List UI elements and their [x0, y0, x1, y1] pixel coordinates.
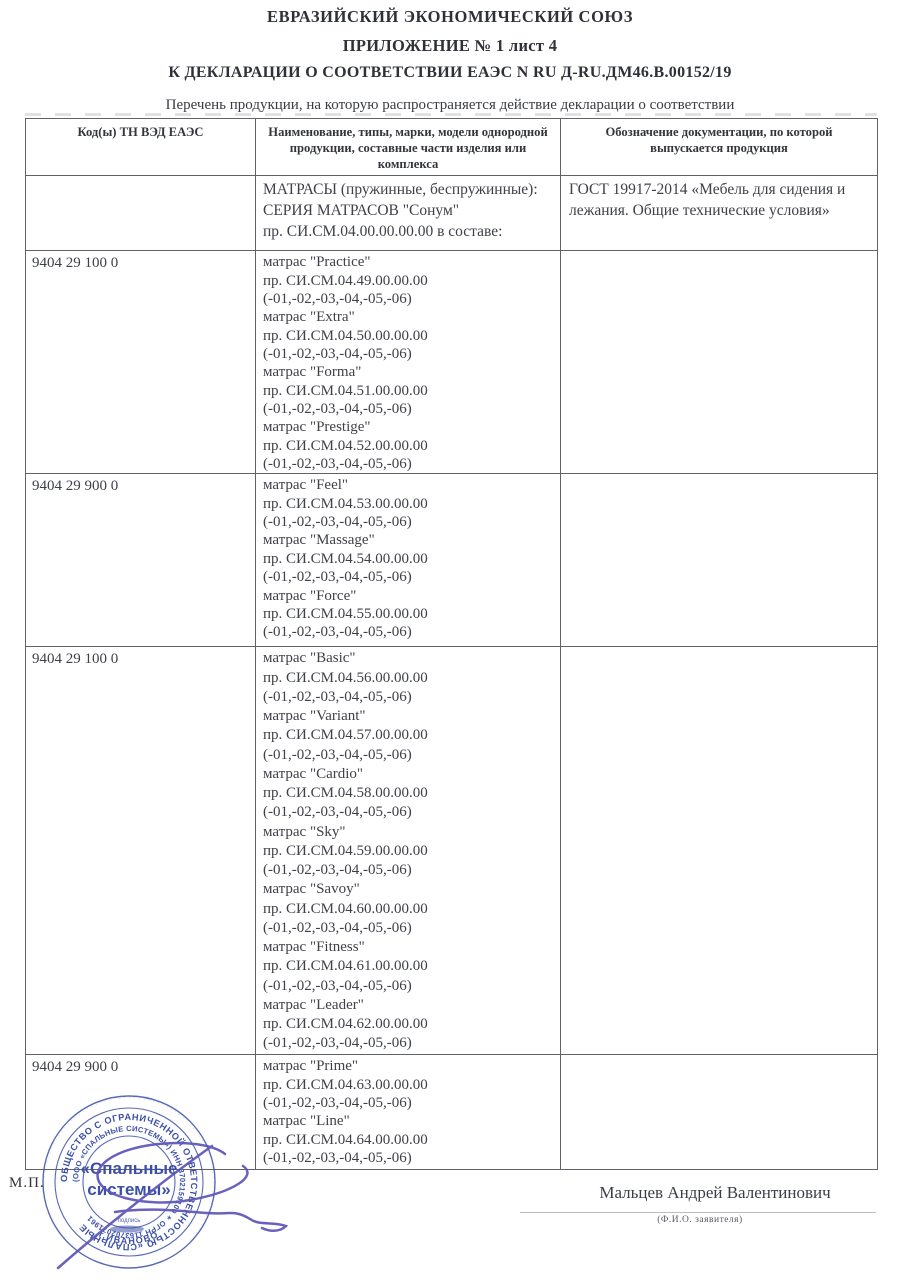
product-line: матрас "Variant" [263, 708, 366, 725]
product-line: (-01,-02,-03,-04,-05,-06) [263, 569, 412, 586]
product-line: пр. СИ.СМ.04.62.00.00.00 [263, 1016, 428, 1033]
product-line: (-01,-02,-03,-04,-05,-06) [263, 1035, 412, 1052]
table-header-row: Код(ы) ТН ВЭД ЕАЭС Наименование, типы, м… [25, 117, 878, 177]
product-line: матрас "Fitness" [263, 939, 365, 956]
product-line: матрас "Extra" [263, 309, 355, 326]
product-line: пр. СИ.СМ.04.64.00.00.00 [263, 1131, 428, 1148]
product-line: МАТРАСЫ (пружинные, беспружинные): [263, 181, 538, 199]
tnved-code-cell [25, 175, 256, 252]
product-line: матрас "Massage" [263, 532, 375, 549]
product-line: (-01,-02,-03,-04,-05,-06) [263, 919, 412, 936]
docs-cell: ГОСТ 19917-2014 «Мебель для сидения и ле… [560, 175, 878, 252]
products-cell: МАТРАСЫ (пружинные, беспружинные): СЕРИЯ … [255, 175, 561, 252]
column-header-tnved-code: Код(ы) ТН ВЭД ЕАЭС [25, 117, 256, 177]
products-table: Код(ы) ТН ВЭД ЕАЭС Наименование, типы, м… [25, 117, 878, 1171]
stamp-smudge [110, 1225, 144, 1233]
product-line: (-01,-02,-03,-04,-05,-06) [263, 514, 412, 531]
product-line: пр. СИ.СМ.04.57.00.00.00 [263, 727, 428, 744]
product-line: матрас "Basic" [263, 650, 356, 667]
table-row: 9404 29 100 0 матрас "Basic" пр. СИ.СМ.04.… [25, 646, 878, 1056]
product-line: (-01,-02,-03,-04,-05,-06) [263, 291, 412, 308]
product-line: (-01,-02,-03,-04,-05,-06) [263, 804, 412, 821]
products-cell: матрас "Prime" пр. СИ.СМ.04.63.00.00.00 (-… [255, 1054, 561, 1171]
document-header: ЕВРАЗИЙСКИЙ ЭКОНОМИЧЕСКИЙ СОЮЗ ПРИЛОЖЕНИ… [0, 7, 900, 82]
tnved-code-cell: 9404 29 900 0 [25, 1054, 256, 1171]
product-line: матрас "Prime" [263, 1058, 359, 1075]
product-line: (-01,-02,-03,-04,-05,-06) [263, 977, 412, 994]
product-line: матрас "Cardio" [263, 765, 364, 782]
product-line: (-01,-02,-03,-04,-05,-06) [263, 401, 412, 418]
table-row: 9404 29 900 0 матрас "Feel" пр. СИ.СМ.04.5… [25, 473, 878, 648]
products-cell: матрас "Practice" пр. СИ.СМ.04.49.00.00.0… [255, 250, 561, 475]
product-line: (-01,-02,-03,-04,-05,-06) [263, 346, 412, 363]
product-line: матрас "Sky" [263, 823, 346, 840]
product-line: пр. СИ.СМ.04.60.00.00.00 [263, 900, 428, 917]
applicant-caption: (Ф.И.О. заявителя) [657, 1215, 743, 1225]
product-line: матрас "Practice" [263, 254, 371, 271]
product-line: пр. СИ.СМ.04.63.00.00.00 [263, 1076, 428, 1093]
product-line: пр. СИ.СМ.04.59.00.00.00 [263, 842, 428, 859]
tnved-code-cell: 9404 29 100 0 [25, 250, 256, 475]
product-line: матрас "Force" [263, 587, 357, 604]
stamp-signature-caption: подпись [118, 1218, 141, 1224]
product-line: матрас "Prestige" [263, 419, 371, 436]
products-list-subtitle: Перечень продукции, на которую распростр… [165, 97, 735, 113]
product-line: СЕРИЯ МАТРАСОВ "Сонум" [263, 202, 460, 220]
product-line: пр. СИ.СМ.04.00.00.00.00 в составе: [263, 223, 503, 241]
product-line: пр. СИ.СМ.04.50.00.00.00 [263, 327, 428, 344]
product-line: (-01,-02,-03,-04,-05,-06) [263, 1095, 412, 1112]
product-line: (-01,-02,-03,-04,-05,-06) [263, 688, 412, 705]
table-body: МАТРАСЫ (пружинные, беспружинные): СЕРИЯ … [25, 175, 878, 1171]
product-line: пр. СИ.СМ.04.53.00.00.00 [263, 495, 428, 512]
docs-cell [560, 1054, 878, 1171]
applicant-signature-line [520, 1212, 876, 1213]
union-title: ЕВРАЗИЙСКИЙ ЭКОНОМИЧЕСКИЙ СОЮЗ [266, 7, 633, 26]
product-line: пр. СИ.СМ.04.49.00.00.00 [263, 272, 428, 289]
product-line: (-01,-02,-03,-04,-05,-06) [263, 624, 412, 641]
product-line: пр. СИ.СМ.04.61.00.00.00 [263, 958, 428, 975]
product-line: пр. СИ.СМ.04.58.00.00.00 [263, 785, 428, 802]
product-line: пр. СИ.СМ.04.51.00.00.00 [263, 382, 428, 399]
product-line: пр. СИ.СМ.04.54.00.00.00 [263, 550, 428, 567]
products-cell: матрас "Basic" пр. СИ.СМ.04.56.00.00.00 (-… [255, 646, 561, 1056]
product-line: (-01,-02,-03,-04,-05,-06) [263, 456, 412, 473]
tnved-code-cell: 9404 29 100 0 [25, 646, 256, 1056]
scan-artifact-streak [25, 113, 877, 116]
column-header-product-name: Наименование, типы, марки, модели одноро… [255, 117, 561, 177]
product-line: пр. СИ.СМ.04.52.00.00.00 [263, 437, 428, 454]
product-line: матрас "Line" [263, 1113, 350, 1130]
product-line: матрас "Forma" [263, 364, 362, 381]
stamp-place-label: М.П. [9, 1175, 45, 1191]
applicant-name: Мальцев Андрей Валентинович [599, 1183, 831, 1202]
product-line: матрас "Leader" [263, 996, 364, 1013]
docs-cell [560, 250, 878, 475]
docs-cell [560, 473, 878, 648]
table-row: 9404 29 900 0 матрас "Prime" пр. СИ.СМ.04.… [25, 1054, 878, 1171]
product-line: (-01,-02,-03,-04,-05,-06) [263, 746, 412, 763]
product-line: матрас "Savoy" [263, 881, 360, 898]
column-header-documentation: Обозначение документации, по которой вып… [560, 117, 878, 177]
products-cell: матрас "Feel" пр. СИ.СМ.04.53.00.00.00 (-0… [255, 473, 561, 648]
annex-title: ПРИЛОЖЕНИЕ № 1 лист 4 [342, 36, 558, 55]
table-row: 9404 29 100 0 матрас "Practice" пр. СИ.СМ.… [25, 250, 878, 475]
product-line: (-01,-02,-03,-04,-05,-06) [263, 862, 412, 879]
declaration-number-title: К ДЕКЛАРАЦИИ О СООТВЕТСТВИИ ЕАЭС N RU Д-… [168, 64, 732, 81]
product-line: пр. СИ.СМ.04.55.00.00.00 [263, 605, 428, 622]
product-line: (-01,-02,-03,-04,-05,-06) [263, 1150, 412, 1167]
product-line: пр. СИ.СМ.04.56.00.00.00 [263, 669, 428, 686]
stamp-company-name-line2: системы» [87, 1180, 170, 1199]
docs-cell [560, 646, 878, 1056]
tnved-code-cell: 9404 29 900 0 [25, 473, 256, 648]
table-row: МАТРАСЫ (пружинные, беспружинные): СЕРИЯ … [25, 175, 878, 252]
product-line: матрас "Feel" [263, 477, 349, 494]
